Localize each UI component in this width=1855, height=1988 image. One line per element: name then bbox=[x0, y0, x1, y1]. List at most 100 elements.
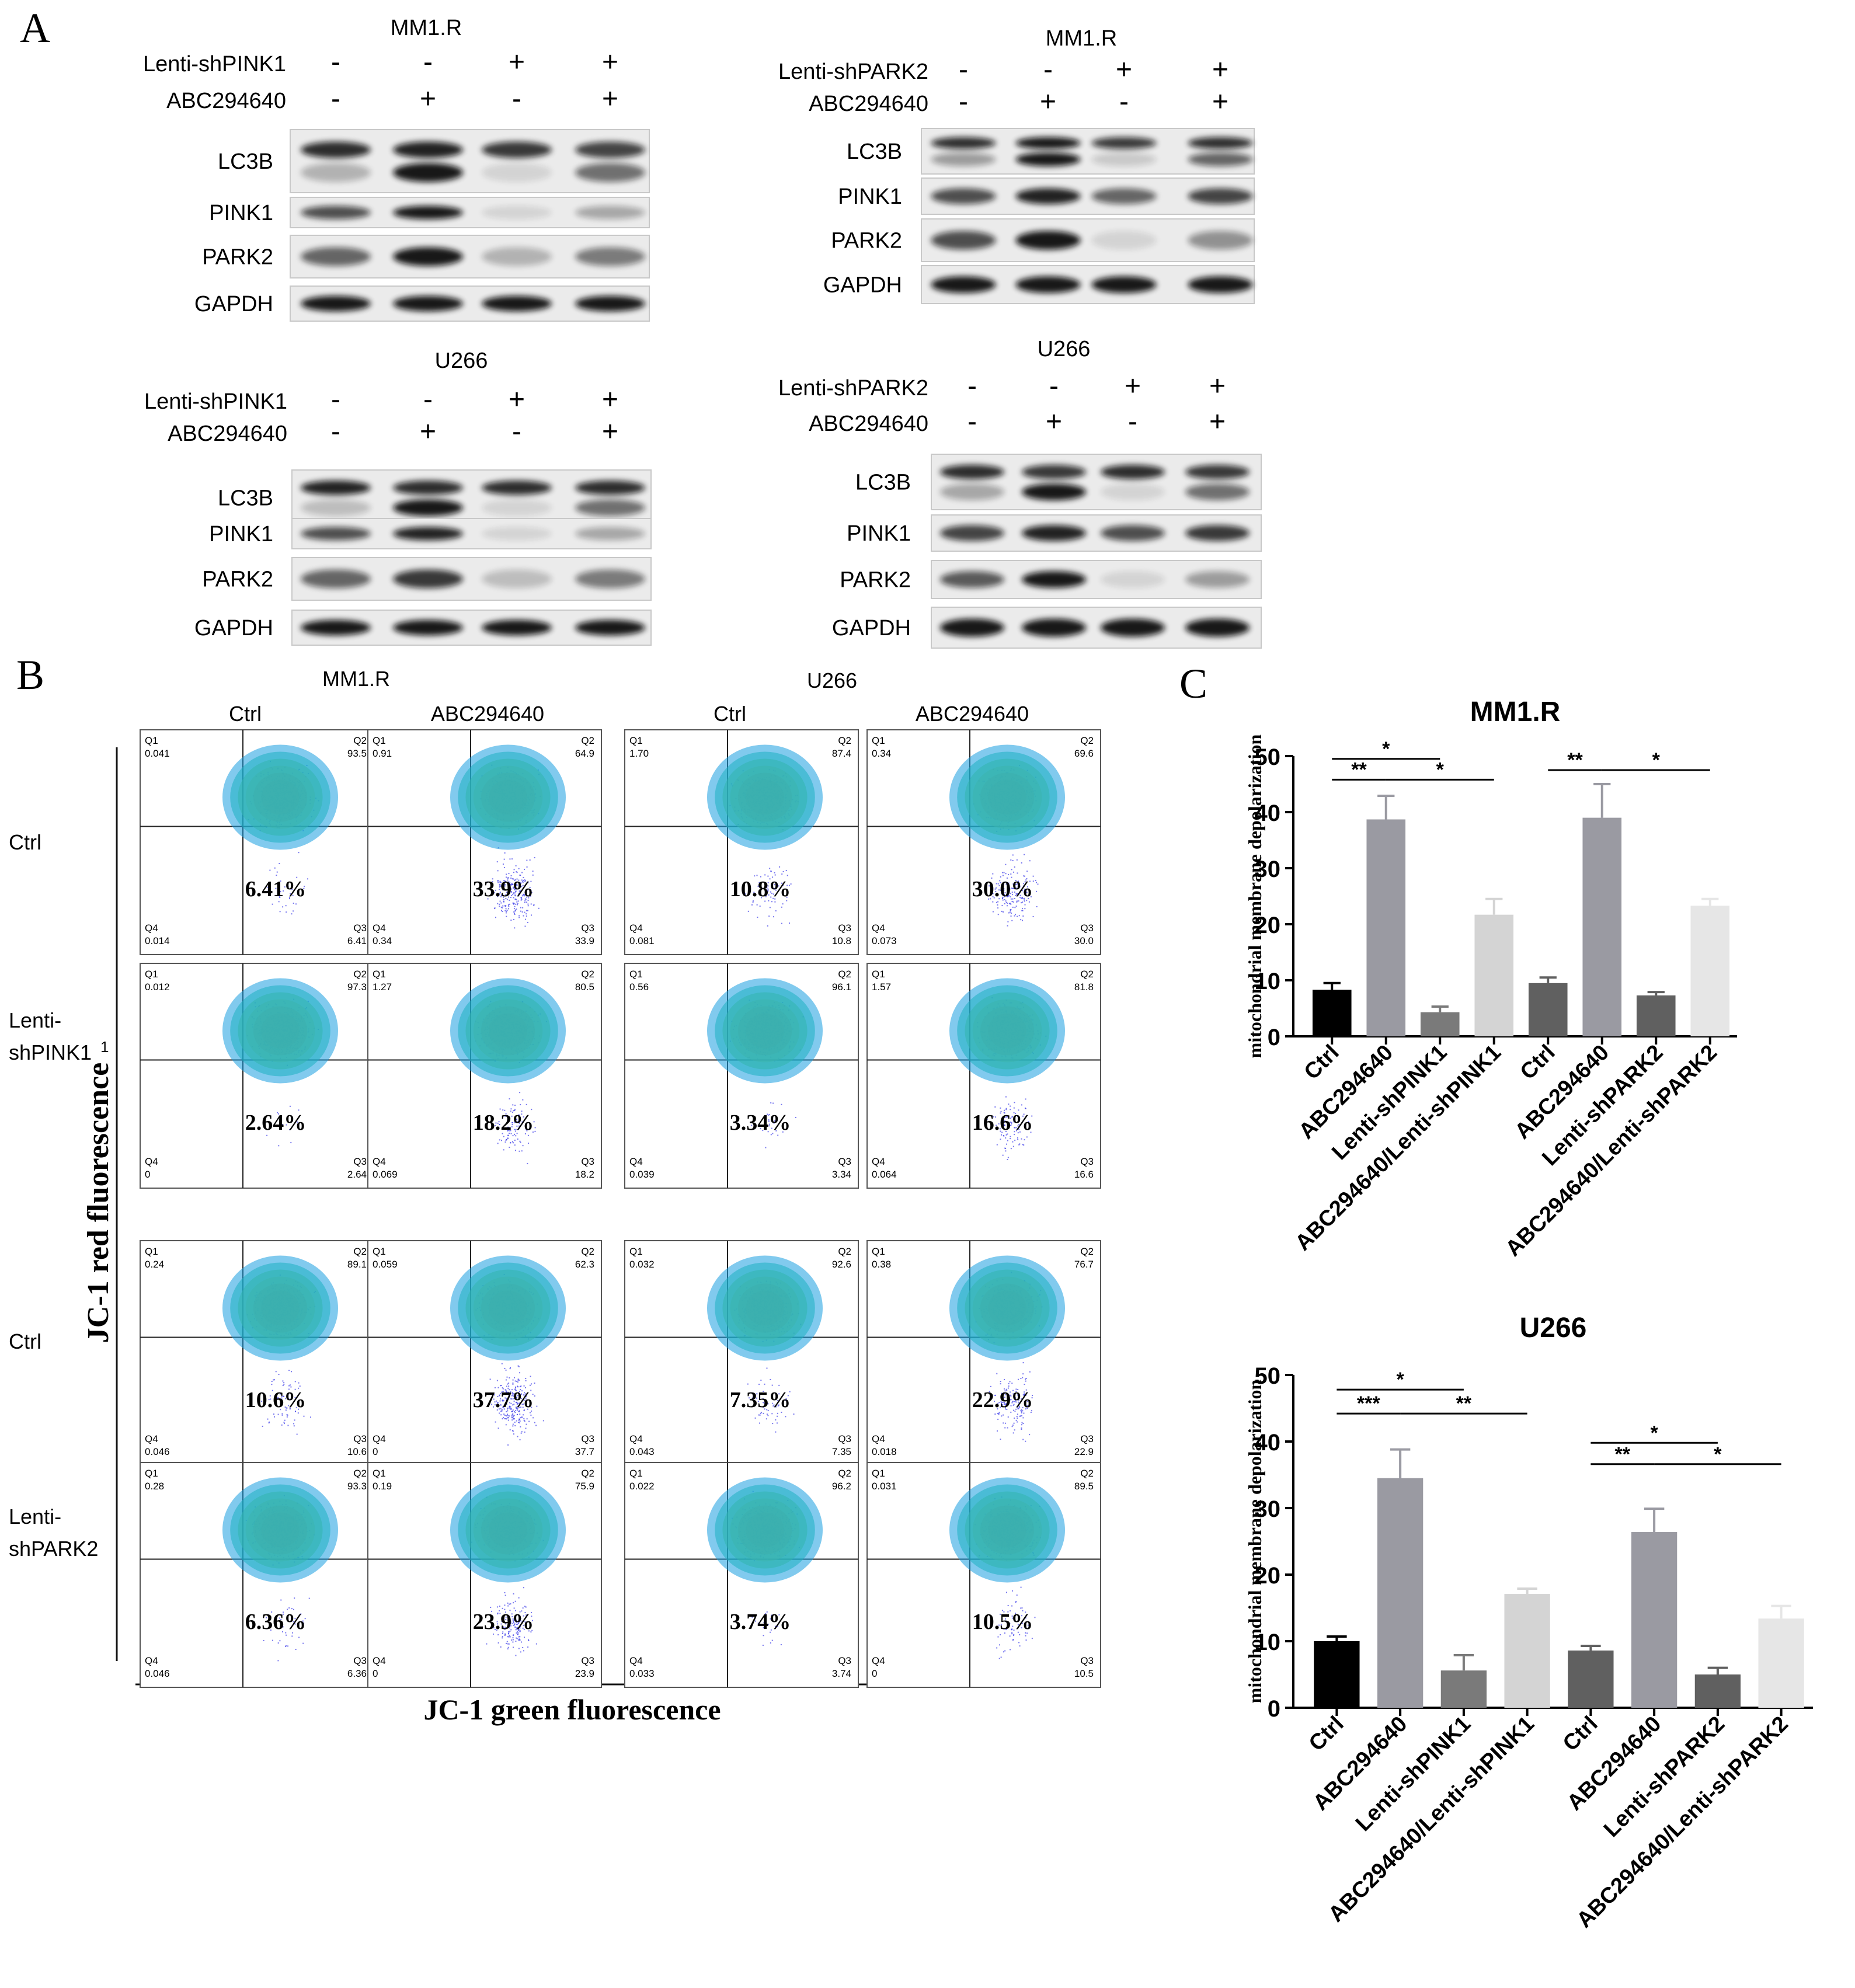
event-dot bbox=[516, 908, 517, 910]
event-dot bbox=[507, 1137, 509, 1139]
band bbox=[939, 618, 1005, 637]
event-dot bbox=[502, 864, 504, 865]
band bbox=[1100, 618, 1165, 637]
event-dot bbox=[509, 1098, 510, 1100]
event-dot bbox=[1004, 903, 1005, 904]
event-dot bbox=[497, 882, 499, 883]
event-dot bbox=[1006, 877, 1008, 879]
event-dot bbox=[1002, 897, 1004, 899]
band-label-lc3b: LC3B bbox=[855, 471, 911, 495]
event-dot bbox=[504, 884, 506, 886]
event-dot bbox=[770, 891, 771, 893]
flow-column-header: ABC294640 bbox=[916, 702, 1029, 726]
treatment-sign: - bbox=[1119, 86, 1129, 117]
event-dot bbox=[1022, 883, 1024, 885]
event-dot bbox=[1016, 900, 1018, 902]
event-dot bbox=[525, 913, 527, 915]
event-dot bbox=[520, 907, 521, 908]
event-dot bbox=[1017, 883, 1018, 885]
band bbox=[393, 247, 463, 266]
event-dot bbox=[759, 890, 761, 892]
event-dot bbox=[1010, 915, 1012, 917]
event-dot bbox=[1028, 888, 1029, 890]
treatment-sign: + bbox=[602, 83, 618, 114]
event-dot bbox=[515, 1135, 517, 1137]
quadrant-q3-label: Q3 bbox=[1080, 922, 1094, 934]
event-dot bbox=[1030, 896, 1032, 898]
event-dot bbox=[504, 880, 506, 882]
event-dot bbox=[767, 890, 768, 892]
event-dot bbox=[767, 925, 768, 927]
event-dot bbox=[782, 885, 784, 886]
event-dot bbox=[1011, 892, 1013, 893]
event-dot bbox=[513, 1133, 515, 1135]
band bbox=[1185, 483, 1250, 500]
event-dot bbox=[530, 880, 532, 882]
event-dot bbox=[514, 895, 516, 897]
event-dot bbox=[524, 900, 526, 902]
event-dot bbox=[752, 901, 754, 903]
event-dot bbox=[522, 882, 524, 883]
event-dot bbox=[524, 925, 526, 927]
event-dot bbox=[520, 882, 522, 884]
event-dot bbox=[499, 885, 500, 887]
event-dot bbox=[1010, 903, 1012, 905]
event-dot bbox=[499, 906, 500, 907]
event-dot bbox=[774, 901, 776, 903]
event-dot bbox=[1001, 893, 1003, 895]
event-dot bbox=[1018, 915, 1020, 917]
quadrant-q4-label: Q4 bbox=[145, 922, 158, 934]
band bbox=[575, 141, 645, 158]
quadrant-q3-value: 30.0 bbox=[1074, 935, 1094, 946]
treatment-sign: - bbox=[331, 83, 340, 114]
event-dot bbox=[772, 897, 774, 899]
event-dot bbox=[1012, 887, 1014, 889]
event-dot bbox=[1032, 875, 1034, 877]
event-dot bbox=[527, 900, 529, 901]
blot-row-label: ABC294640 bbox=[809, 412, 928, 436]
event-dot bbox=[519, 882, 521, 884]
event-dot bbox=[274, 867, 276, 869]
event-dot bbox=[499, 900, 501, 902]
treatment-sign: - bbox=[1128, 406, 1137, 437]
band bbox=[482, 569, 552, 589]
band bbox=[575, 619, 645, 636]
event-dot bbox=[785, 869, 787, 871]
event-dot bbox=[1016, 859, 1018, 861]
band bbox=[1021, 465, 1087, 479]
event-dot bbox=[1024, 899, 1025, 901]
event-dot bbox=[1024, 881, 1026, 883]
event-dot bbox=[754, 894, 756, 896]
event-dot bbox=[1004, 896, 1005, 897]
band bbox=[301, 206, 371, 220]
event-dot bbox=[772, 1117, 774, 1119]
event-dot bbox=[768, 900, 770, 901]
band bbox=[482, 163, 552, 182]
quadrant-q2-label: Q2 bbox=[838, 735, 851, 746]
event-dot bbox=[283, 890, 284, 892]
event-dot bbox=[1022, 886, 1024, 887]
event-dot bbox=[1026, 900, 1028, 901]
flow-cell-header: MM1.R bbox=[322, 667, 390, 691]
event-dot bbox=[500, 882, 502, 883]
event-dot bbox=[774, 888, 775, 890]
density-contour bbox=[707, 744, 823, 850]
event-dot bbox=[279, 911, 281, 913]
quadrant-q4-label: Q4 bbox=[373, 1156, 386, 1167]
event-dot bbox=[509, 1116, 510, 1118]
event-dot bbox=[1032, 915, 1034, 917]
event-dot bbox=[513, 886, 514, 888]
event-dot bbox=[514, 889, 516, 891]
band-label-gapdh: GAPDH bbox=[194, 616, 273, 640]
event-dot bbox=[1009, 887, 1011, 889]
event-dot bbox=[1028, 901, 1030, 903]
event-dot bbox=[510, 888, 512, 890]
quadrant-q2-label: Q2 bbox=[1080, 735, 1094, 746]
event-dot bbox=[523, 893, 524, 895]
event-dot bbox=[524, 879, 525, 881]
quadrant-q2-value: 64.9 bbox=[575, 748, 594, 759]
event-dot bbox=[509, 891, 510, 893]
